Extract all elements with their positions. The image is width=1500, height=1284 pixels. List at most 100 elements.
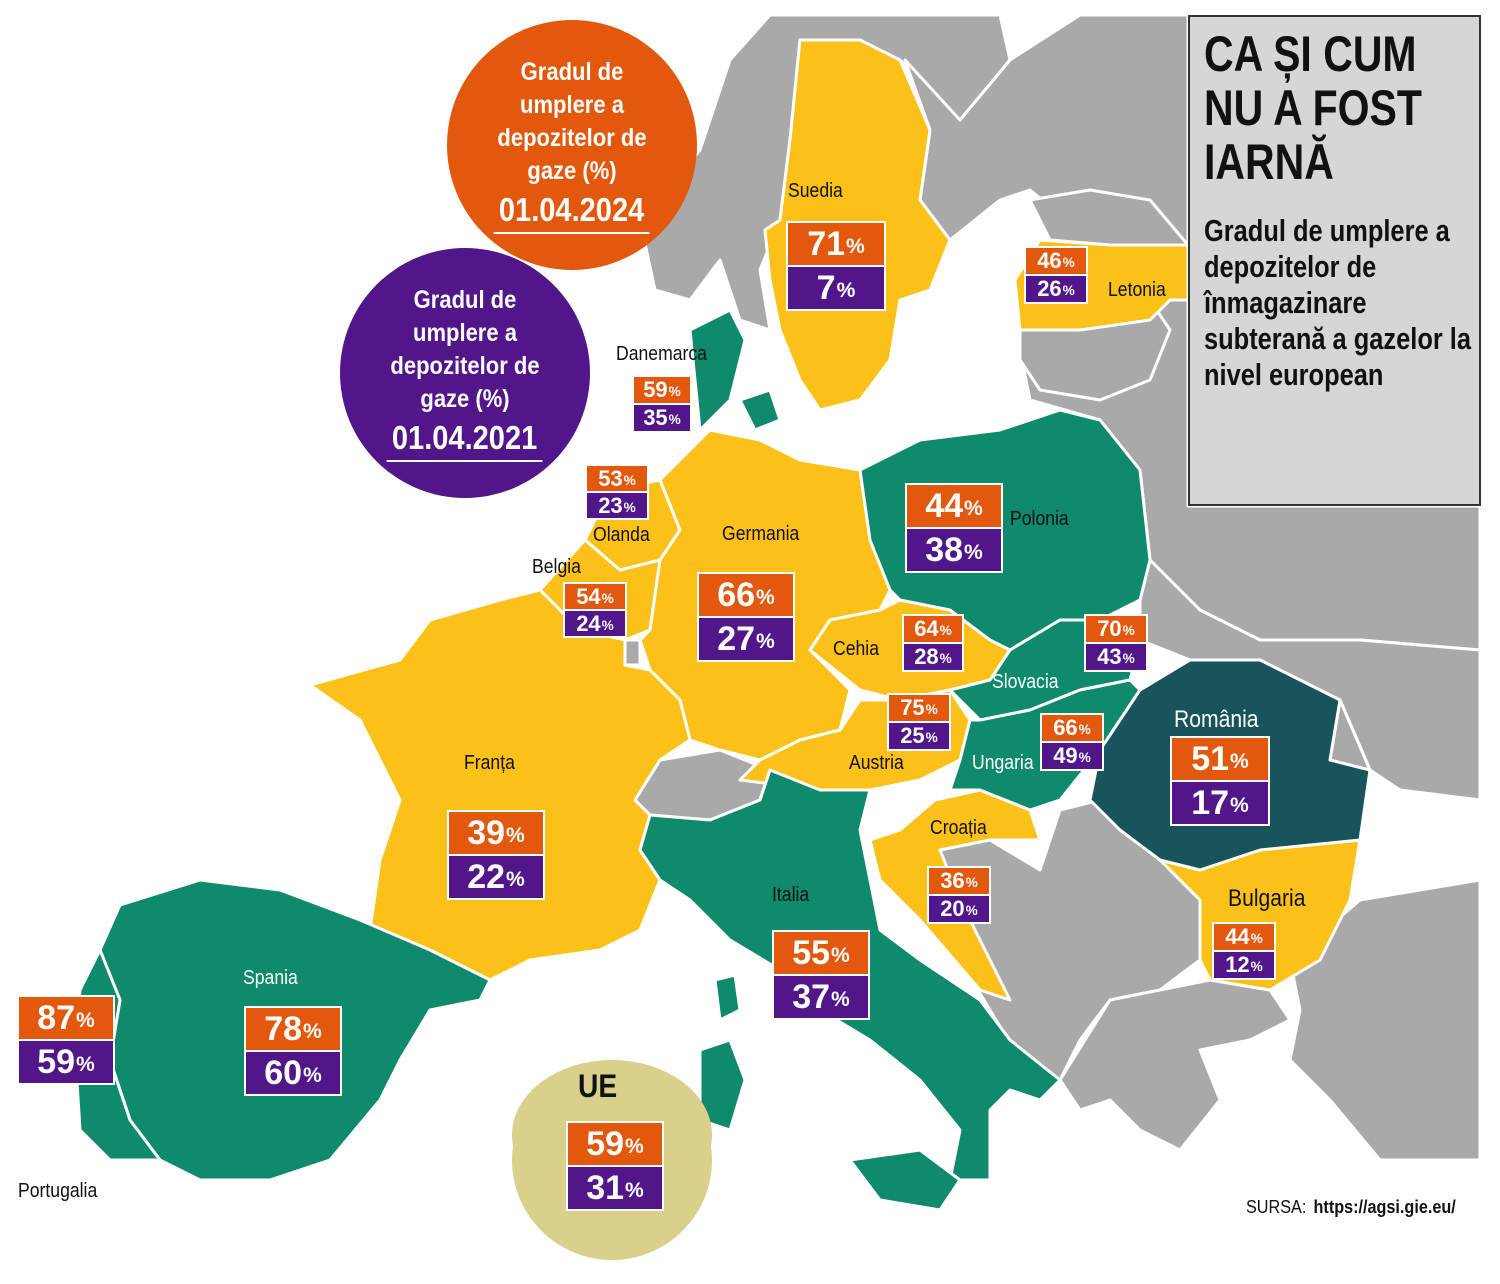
- title-box: CA ȘI CUM NU A FOST IARNĂ Gradul de umpl…: [1188, 15, 1481, 506]
- greece-shape: [1058, 978, 1292, 1152]
- percent-sign: %: [1078, 722, 1091, 738]
- value-box-spania: 78% 60%: [244, 1006, 342, 1096]
- value-2021-franta-number: 22: [467, 857, 506, 896]
- percent-sign: %: [1250, 959, 1263, 975]
- value-box-germania: 66% 27%: [697, 572, 795, 662]
- percent-sign: %: [1250, 931, 1263, 947]
- value-2024-ungaria-number: 66: [1053, 715, 1078, 740]
- percent-sign: %: [831, 987, 850, 1011]
- percent-sign: %: [925, 702, 938, 718]
- page-subtitle: Gradul de umplere a depozitelor de înmag…: [1204, 213, 1472, 392]
- value-2021-danemarca-number: 35: [643, 405, 668, 430]
- value-box-portugalia: 87% 59%: [17, 995, 115, 1085]
- value-box-belgia: 54% 24%: [563, 582, 627, 638]
- value-2024-polonia: 44%: [907, 485, 1001, 527]
- country-label-spania: Spania: [243, 967, 298, 989]
- value-2024-franta: 39%: [449, 812, 543, 854]
- sicily-shape: [848, 1148, 962, 1212]
- value-2024-suedia-number: 71: [807, 224, 846, 263]
- turkey-shape: [1288, 878, 1482, 1162]
- value-box-ungaria: 66% 49%: [1040, 713, 1104, 771]
- value-2024-italia: 55%: [774, 932, 868, 974]
- country-label-suedia: Suedia: [788, 180, 843, 202]
- value-2021-germania-number: 27: [717, 619, 756, 658]
- percent-sign: %: [965, 903, 978, 919]
- value-2021-belgia-number: 24: [576, 610, 601, 636]
- value-2021-cehia-number: 28: [914, 644, 939, 669]
- country-label-croatia: Croația: [930, 817, 987, 839]
- denmark-islands-shape: [738, 388, 782, 432]
- value-2024-spania: 78%: [246, 1008, 340, 1050]
- value-box-ue: 59% 31%: [566, 1121, 664, 1211]
- value-2024-suedia: 71%: [788, 223, 884, 265]
- legend-circle-2021: Gradul de umplere a depozitelor de gaze …: [340, 248, 590, 498]
- value-2021-bulgaria: 12%: [1214, 950, 1274, 978]
- country-label-belgia: Belgia: [532, 556, 581, 578]
- legend-2021-date: 01.04.2021: [387, 418, 543, 462]
- country-label-danemarca: Danemarca: [616, 343, 707, 365]
- percent-sign: %: [668, 412, 681, 428]
- value-2021-slovacia: 43%: [1086, 642, 1146, 670]
- value-box-letonia: 46% 26%: [1024, 246, 1088, 304]
- value-2021-portugalia-number: 59: [37, 1042, 76, 1081]
- percent-sign: %: [506, 823, 525, 847]
- value-2021-romania-number: 17: [1191, 783, 1230, 822]
- value-box-italia: 55% 37%: [772, 930, 870, 1020]
- value-2024-belgia: 54%: [565, 584, 625, 609]
- percent-sign: %: [303, 1019, 322, 1043]
- country-label-portugalia: Portugalia: [18, 1180, 98, 1202]
- value-2024-ungaria: 66%: [1042, 715, 1102, 741]
- value-box-romania: 51% 17%: [1170, 736, 1270, 826]
- value-2024-italia-number: 55: [792, 933, 831, 972]
- source-label: SURSA:: [1246, 1197, 1307, 1217]
- value-2021-belgia: 24%: [565, 609, 625, 636]
- country-label-italia: Italia: [772, 884, 810, 906]
- percent-sign: %: [831, 943, 850, 967]
- percent-sign: %: [303, 1063, 322, 1087]
- country-label-letonia: Letonia: [1108, 279, 1166, 301]
- value-2021-polonia-number: 38: [925, 530, 964, 569]
- value-2024-cehia: 64%: [904, 616, 962, 642]
- value-2024-austria: 75%: [889, 695, 949, 721]
- value-2024-ue-number: 59: [586, 1124, 625, 1163]
- value-2024-ue: 59%: [568, 1123, 662, 1165]
- percent-sign: %: [1062, 255, 1075, 271]
- percent-sign: %: [1122, 623, 1135, 639]
- percent-sign: %: [1230, 749, 1249, 773]
- country-label-cehia: Cehia: [833, 638, 879, 660]
- value-box-suedia: 71% 7%: [786, 221, 886, 311]
- value-2021-olanda: 23%: [587, 491, 647, 518]
- value-2024-romania-number: 51: [1191, 739, 1230, 778]
- value-2024-letonia: 46%: [1026, 248, 1086, 274]
- percent-sign: %: [925, 730, 938, 746]
- percent-sign: %: [601, 590, 614, 606]
- value-2021-danemarca: 35%: [634, 403, 690, 431]
- percent-sign: %: [836, 278, 856, 302]
- country-label-austria: Austria: [849, 752, 904, 774]
- denmark-shape: [688, 308, 747, 432]
- value-2024-germania-number: 66: [717, 575, 756, 614]
- value-2024-portugalia-number: 87: [37, 998, 76, 1037]
- country-label-bulgaria: Bulgaria: [1228, 885, 1306, 912]
- value-2024-polonia-number: 44: [925, 486, 964, 525]
- percent-sign: %: [756, 585, 775, 609]
- value-2024-croatia-number: 36: [940, 868, 965, 893]
- percent-sign: %: [1062, 283, 1075, 299]
- value-2021-suedia-number: 7: [816, 268, 836, 307]
- percent-sign: %: [1078, 750, 1091, 766]
- percent-sign: %: [965, 875, 978, 891]
- percent-sign: %: [964, 540, 983, 564]
- percent-sign: %: [1122, 651, 1135, 667]
- value-box-austria: 75% 25%: [887, 693, 951, 751]
- percent-sign: %: [1230, 793, 1249, 817]
- value-2021-letonia-number: 26: [1037, 276, 1062, 301]
- value-2021-portugalia: 59%: [19, 1039, 113, 1083]
- value-2021-ue: 31%: [568, 1165, 662, 1209]
- country-label-slovacia: Slovacia: [992, 671, 1059, 693]
- percent-sign: %: [668, 384, 681, 400]
- value-2024-franta-number: 39: [467, 813, 506, 852]
- corsica-shape: [713, 973, 742, 1022]
- value-2021-austria: 25%: [889, 721, 949, 749]
- value-2024-olanda: 53%: [587, 466, 647, 491]
- value-2021-ungaria-number: 49: [1053, 743, 1078, 768]
